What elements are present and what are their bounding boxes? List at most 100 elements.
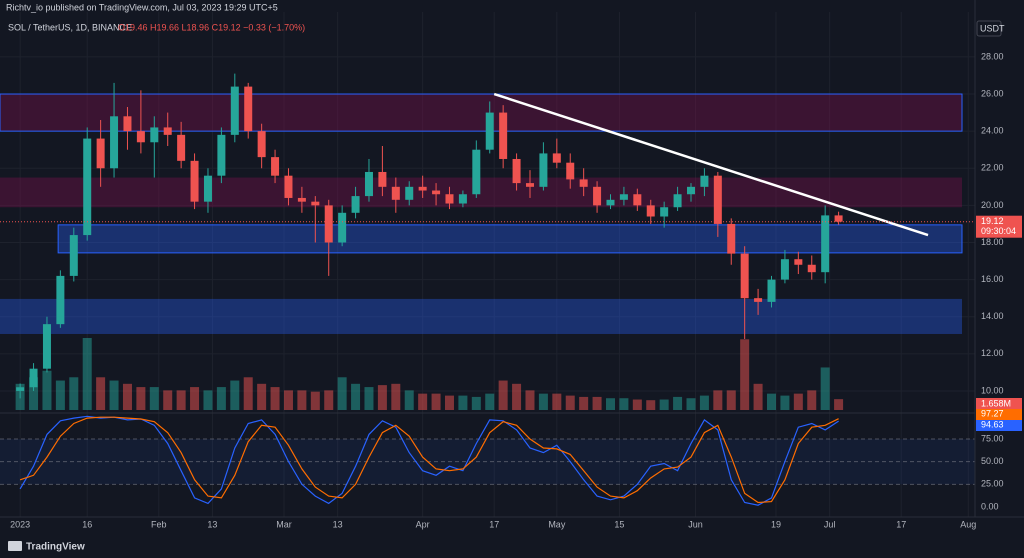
candle-body — [619, 194, 628, 200]
x-tick-label: 19 — [771, 519, 781, 529]
volume-bar — [673, 396, 683, 410]
candle-body — [539, 153, 548, 187]
stoch-pane — [0, 415, 975, 506]
candle-body — [418, 186, 427, 191]
candle-body — [673, 194, 682, 208]
x-tick-label: 13 — [207, 519, 217, 529]
volume-label: 1.658M — [981, 398, 1011, 408]
volume-bar — [713, 390, 723, 410]
candle-body — [727, 223, 736, 254]
candle-body — [271, 157, 280, 176]
candle-body — [244, 86, 253, 132]
candle-body — [512, 158, 521, 184]
candle-body — [217, 134, 226, 176]
candle-body — [123, 116, 132, 132]
volume-bar — [485, 393, 495, 410]
volume-bar — [351, 383, 361, 410]
x-tick-label: Aug — [960, 519, 976, 529]
volume-bar — [552, 393, 562, 410]
candle-body — [83, 138, 92, 236]
y-tick-label: 24.00 — [981, 126, 1004, 136]
candle-body — [593, 186, 602, 206]
last-price-label: 19.12 — [981, 216, 1004, 226]
candle-body — [445, 194, 454, 204]
zone — [0, 93, 963, 132]
candle-body — [324, 205, 333, 243]
candle-body — [821, 215, 830, 273]
volume-bar — [431, 393, 441, 410]
zone — [57, 224, 963, 254]
candle-body — [351, 196, 360, 213]
candle-body — [203, 175, 212, 202]
candle-body — [297, 197, 306, 202]
volume-bar — [270, 387, 280, 410]
candles — [0, 73, 975, 399]
volume-bar — [807, 390, 817, 410]
zone — [0, 298, 962, 334]
volume-bar — [444, 395, 454, 410]
stoch-tick-label: 0.00 — [981, 501, 999, 511]
candle-body — [338, 212, 347, 243]
candle-body — [432, 190, 441, 195]
volume-bar — [471, 396, 481, 410]
volume-bar — [592, 396, 602, 410]
volume-bar — [565, 395, 575, 410]
volume-bar — [230, 380, 240, 410]
volume-label-box — [976, 398, 1022, 409]
volume-bar — [377, 385, 387, 410]
candle-body — [16, 387, 25, 391]
candle-body — [767, 279, 776, 302]
y-tick-label: 20.00 — [981, 200, 1004, 210]
volume-bar — [136, 387, 146, 410]
volume-bar — [69, 377, 79, 410]
x-tick-label: Jul — [824, 519, 836, 529]
volume-bar — [659, 399, 669, 410]
volume-bar — [283, 390, 293, 410]
countdown: 09:30:04 — [981, 226, 1016, 236]
volume-bar — [190, 387, 200, 410]
candle-body — [646, 205, 655, 217]
x-tick-label: 17 — [489, 519, 499, 529]
candle-body — [69, 235, 78, 276]
publisher: Richtv_io published on TradingView.com, … — [6, 2, 278, 12]
x-tick-label: 2023 — [10, 519, 30, 529]
candle-body — [29, 368, 38, 388]
candle-body — [42, 324, 51, 369]
volume-bar — [163, 390, 173, 410]
candle-body — [257, 131, 266, 158]
candle-body — [686, 186, 695, 195]
candle-body — [740, 253, 749, 299]
volume-bar — [203, 390, 213, 410]
y-tick-label: 16.00 — [981, 274, 1004, 284]
candle-body — [807, 264, 816, 273]
axes: 2023 16 Feb 13 Mar 13 Apr 17 May 15 Jun 19 Jul 17 Aug 1… — [10, 51, 1022, 529]
volume-bar — [310, 391, 320, 410]
candle-body — [110, 116, 119, 169]
y-tick-label: 12.00 — [981, 348, 1004, 358]
candle-body — [230, 86, 239, 135]
candle-body — [794, 259, 803, 265]
stoch-tick-label: 75.00 — [981, 433, 1004, 443]
x-tick-label: Mar — [276, 519, 292, 529]
x-tick-label: Feb — [151, 519, 167, 529]
candle-body — [566, 162, 575, 180]
volume-bar — [740, 339, 750, 410]
volume-bar — [42, 370, 52, 410]
y-tick-label: 10.00 — [981, 385, 1004, 395]
currency-box — [976, 20, 1002, 37]
candle-body — [713, 175, 722, 224]
volume-bar — [96, 377, 106, 410]
candle-body — [579, 179, 588, 187]
candle-body — [311, 201, 320, 206]
volume-bar — [834, 399, 844, 410]
volume-bar — [391, 383, 401, 410]
volume-bar — [619, 398, 629, 410]
volume-bar — [780, 395, 790, 410]
candle-body — [780, 259, 789, 280]
currency: USDT — [980, 23, 1005, 33]
candle-body — [150, 127, 159, 143]
volume-bar — [122, 383, 132, 410]
volume-bar — [458, 395, 468, 410]
volume-bar — [512, 383, 522, 410]
